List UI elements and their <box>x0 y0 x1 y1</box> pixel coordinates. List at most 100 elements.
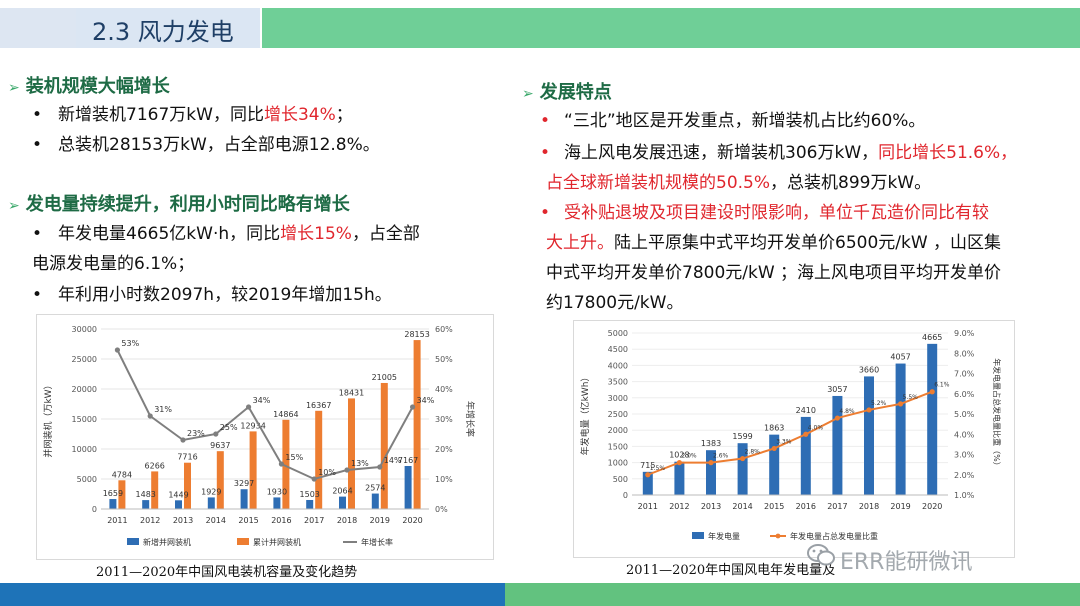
y-axis-label: 并网装机（万kW） <box>42 380 54 457</box>
data-label-new: 2574 <box>365 484 385 493</box>
legend-label-cumulative: 累计并网装机 <box>253 537 301 547</box>
x-tick-label: 2016 <box>796 502 816 511</box>
feature-cost-cont2: 中式平均开发单价7800元/kW ；海上风电项目平均开发单价 <box>546 263 1002 283</box>
data-label-cumulative: 6266 <box>145 461 165 470</box>
legend-swatch-generation <box>692 532 704 539</box>
bar-new-capacity <box>306 499 314 509</box>
point-share <box>645 472 651 478</box>
y2-tick-label: 6.0% <box>954 390 975 399</box>
data-label-share: 3.3% <box>776 438 792 445</box>
y2-tick-label: 4.0% <box>954 430 975 439</box>
data-label-generation: 1863 <box>764 424 784 433</box>
legend-label-growth: 年增长率 <box>361 537 393 547</box>
point-growth-rate <box>278 461 284 467</box>
x-tick-label: 2014 <box>732 502 752 511</box>
bar-cumulative-capacity <box>151 471 159 509</box>
x-tick-label: 2018 <box>859 502 879 511</box>
wechat-icon <box>807 544 835 566</box>
bullet-annual-generation-cont: 电源发电量的6.1%； <box>32 254 195 274</box>
legend-label-share: 年发电量占总发电量比重 <box>790 531 878 541</box>
legend-swatch-new <box>127 538 139 545</box>
y-tick-label: 20000 <box>72 385 97 394</box>
x-tick-label: 2020 <box>402 516 422 525</box>
data-label-share: 2.0% <box>681 453 697 460</box>
x-tick-label: 2015 <box>238 516 258 525</box>
arrow-bullet-icon: ➢ <box>8 198 20 214</box>
bullet-total-capacity: • 总装机28153万kW，占全部电源12.8%。 <box>32 135 380 155</box>
legend-label-generation: 年发电量 <box>708 531 740 541</box>
bullet-dot-icon: • <box>32 135 43 155</box>
footer-blue-band <box>0 583 505 606</box>
data-label-generation: 3660 <box>859 365 879 374</box>
title-box <box>76 8 260 48</box>
bar-cumulative-capacity <box>380 382 388 509</box>
bar-new-capacity <box>240 489 248 509</box>
legend-label-new: 新增并网装机 <box>143 537 191 547</box>
y2-tick-label: 8.0% <box>954 349 975 358</box>
chart-capacity-caption: 2011—2020年中国风电装机容量及变化趋势 <box>96 565 358 580</box>
bar-cumulative-capacity <box>413 340 421 509</box>
x-tick-label: 2013 <box>701 502 721 511</box>
y2-tick-label: 20% <box>435 445 453 454</box>
data-label-generation: 1028 <box>669 451 689 460</box>
point-share <box>740 455 746 462</box>
chart-generation-caption: 2011—2020年中国风电年发电量及 <box>626 563 836 578</box>
data-label-share: 1.5% <box>650 465 666 472</box>
bar-cumulative-capacity <box>118 480 126 509</box>
bar-new-capacity <box>142 500 150 509</box>
data-label-growth: 34% <box>417 396 435 405</box>
y-tick-label: 1500 <box>608 442 628 451</box>
bar-annual-generation <box>864 376 874 495</box>
data-label-cumulative: 21005 <box>372 373 397 382</box>
y-axis-label: 年发电量（亿kWh） <box>579 373 591 456</box>
bar-annual-generation <box>800 416 811 495</box>
feature-offshore: • 海上风电发展迅速，新增装机306万kW，同比增长51.6%， <box>540 143 1018 163</box>
feature-offshore-cont: 占全球新增装机规模的50.5%，总装机899万kW。 <box>546 173 932 193</box>
bullet-dot-icon: • <box>540 143 551 163</box>
data-label-generation: 4057 <box>890 353 910 362</box>
y-tick-label: 0 <box>92 505 97 514</box>
x-tick-label: 2016 <box>271 516 291 525</box>
y2-tick-label: 1.0% <box>954 491 975 500</box>
bar-new-capacity <box>175 500 182 509</box>
y2-tick-label: 9.0% <box>954 329 975 338</box>
y-tick-label: 30000 <box>72 325 97 334</box>
bar-annual-generation <box>832 395 843 495</box>
bullet-utilization-hours: • 年利用小时数2097h，较2019年增加15h。 <box>32 285 392 305</box>
data-label-new: 1503 <box>300 490 320 499</box>
data-label-new: 1659 <box>103 489 123 498</box>
bar-new-capacity <box>109 499 117 509</box>
y2-tick-label: 7.0% <box>954 370 975 379</box>
bar-cumulative-capacity <box>348 398 355 509</box>
x-tick-label: 2011 <box>638 502 658 511</box>
y2-tick-label: 10% <box>435 475 453 484</box>
data-label-growth: 25% <box>220 423 238 432</box>
y-tick-label: 10000 <box>72 445 97 454</box>
chart-generation-svg: 0 500 1000 1500 2000 2500 3000 3500 4000 4500 5000… <box>579 329 1002 541</box>
y2-tick-label: 3.0% <box>954 451 975 460</box>
point-growth-rate <box>377 464 383 470</box>
data-label-new: 1930 <box>267 487 287 496</box>
y-tick-label: 3000 <box>608 394 628 403</box>
data-label-generation: 4665 <box>922 333 942 342</box>
y-tick-label: 4500 <box>608 345 628 354</box>
data-label-new: 2064 <box>332 487 352 496</box>
point-growth-rate <box>410 404 416 410</box>
data-label-cumulative: 9637 <box>210 441 230 450</box>
data-label-generation: 1383 <box>701 439 721 448</box>
y-tick-label: 15000 <box>72 415 97 424</box>
bar-cumulative-capacity <box>216 451 224 509</box>
watermark: ERR能研微讯 <box>840 550 973 575</box>
y2-tick-label: 5.0% <box>954 410 975 419</box>
x-tick-label: 2019 <box>890 502 910 511</box>
section-heading: 发电量持续提升，利用小时同比略有增长 <box>25 194 350 215</box>
feature-three-north: • “三北”地区是开发重点，新增装机占比约60%。 <box>540 111 926 131</box>
chart-generation: 0 500 1000 1500 2000 2500 3000 3500 4000 4500 5000… <box>573 320 1015 558</box>
y2-axis-label: 年增长率 <box>464 401 476 437</box>
data-label-cumulative: 16367 <box>306 401 331 410</box>
y2-tick-label: 30% <box>435 415 453 424</box>
y-tick-label: 2000 <box>608 426 628 435</box>
point-share <box>771 445 777 452</box>
x-tick-label: 2019 <box>370 516 390 525</box>
y-tick-label: 500 <box>613 475 628 484</box>
